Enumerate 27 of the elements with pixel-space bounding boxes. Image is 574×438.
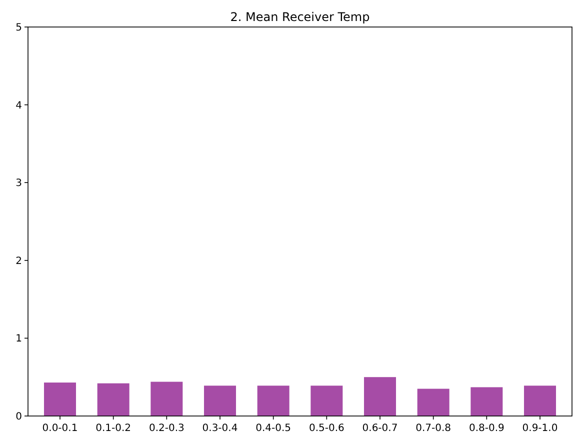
x-tick-label: 0.1-0.2 (96, 423, 132, 434)
x-tick-label: 0.5-0.6 (308, 423, 344, 434)
chart-title: 2. Mean Receiver Temp (230, 10, 370, 24)
bar (310, 386, 343, 416)
bar (364, 377, 396, 416)
x-tick-label: 0.3-0.4 (202, 423, 238, 434)
bar (44, 382, 76, 416)
bar (204, 386, 236, 416)
y-tick-label: 3 (16, 178, 22, 190)
x-tick-label: 0.8-0.9 (468, 423, 504, 434)
x-tick-label: 0.7-0.8 (416, 423, 452, 434)
x-tick-label: 0.4-0.5 (256, 423, 292, 434)
bar (524, 386, 556, 416)
bar (417, 388, 450, 416)
y-tick-label: 5 (16, 22, 22, 34)
x-tick-label: 0.6-0.7 (362, 423, 398, 434)
y-tick-label: 0 (16, 412, 22, 422)
bar (97, 383, 130, 416)
bar (470, 387, 503, 416)
x-tick-label: 0.9-1.0 (522, 423, 558, 434)
x-tick-label: 0.0-0.1 (42, 423, 78, 434)
x-tick-label: 0.2-0.3 (148, 423, 184, 434)
bar (150, 382, 183, 416)
bar (257, 386, 290, 416)
y-tick-label: 1 (16, 334, 22, 345)
y-tick-label: 4 (16, 100, 22, 112)
y-tick-label: 2 (16, 256, 22, 267)
